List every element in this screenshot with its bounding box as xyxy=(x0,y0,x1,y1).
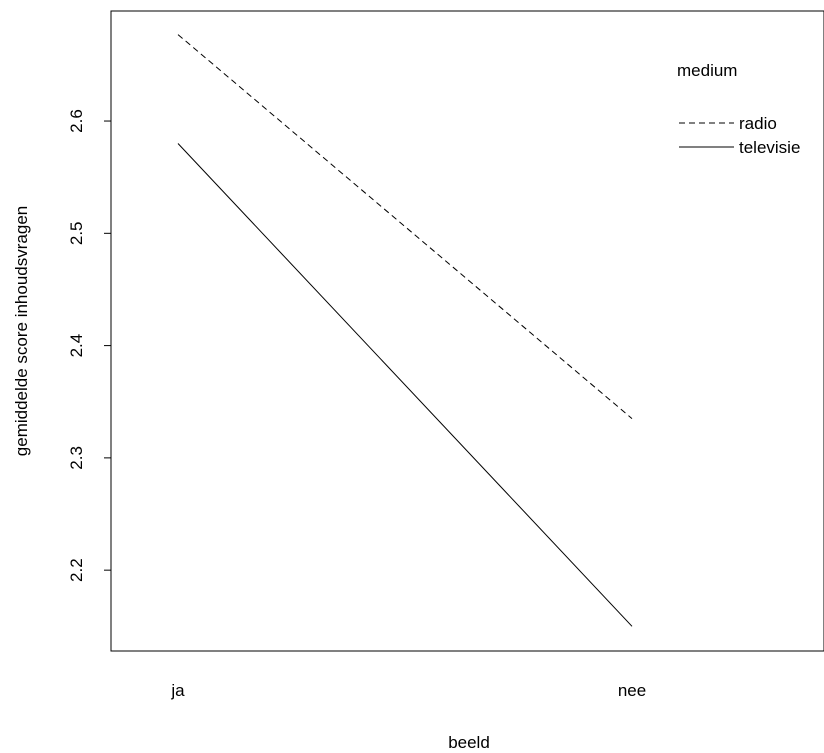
legend-label-radio: radio xyxy=(739,114,777,133)
y-tick-label: 2.5 xyxy=(67,221,86,245)
y-tick-label: 2.6 xyxy=(67,109,86,133)
x-axis: ja nee xyxy=(170,681,646,700)
series-line-televisie xyxy=(177,143,633,627)
legend-title: medium xyxy=(677,61,737,80)
x-tick-label: nee xyxy=(618,681,646,700)
y-axis-label: gemiddelde score inhoudsvragen xyxy=(12,206,31,456)
x-tick-label: ja xyxy=(170,681,185,700)
y-axis: 2.2 2.3 2.4 2.5 2.6 xyxy=(67,109,111,582)
y-tick-label: 2.2 xyxy=(67,558,86,582)
plot-frame xyxy=(110,10,824,652)
series-line-radio xyxy=(177,34,633,419)
y-tick-label: 2.4 xyxy=(67,334,86,358)
x-axis-label: beeld xyxy=(448,733,490,752)
series-layer xyxy=(177,34,633,627)
legend: medium radio televisie xyxy=(677,61,800,157)
legend-label-televisie: televisie xyxy=(739,138,800,157)
y-tick-label: 2.3 xyxy=(67,446,86,470)
